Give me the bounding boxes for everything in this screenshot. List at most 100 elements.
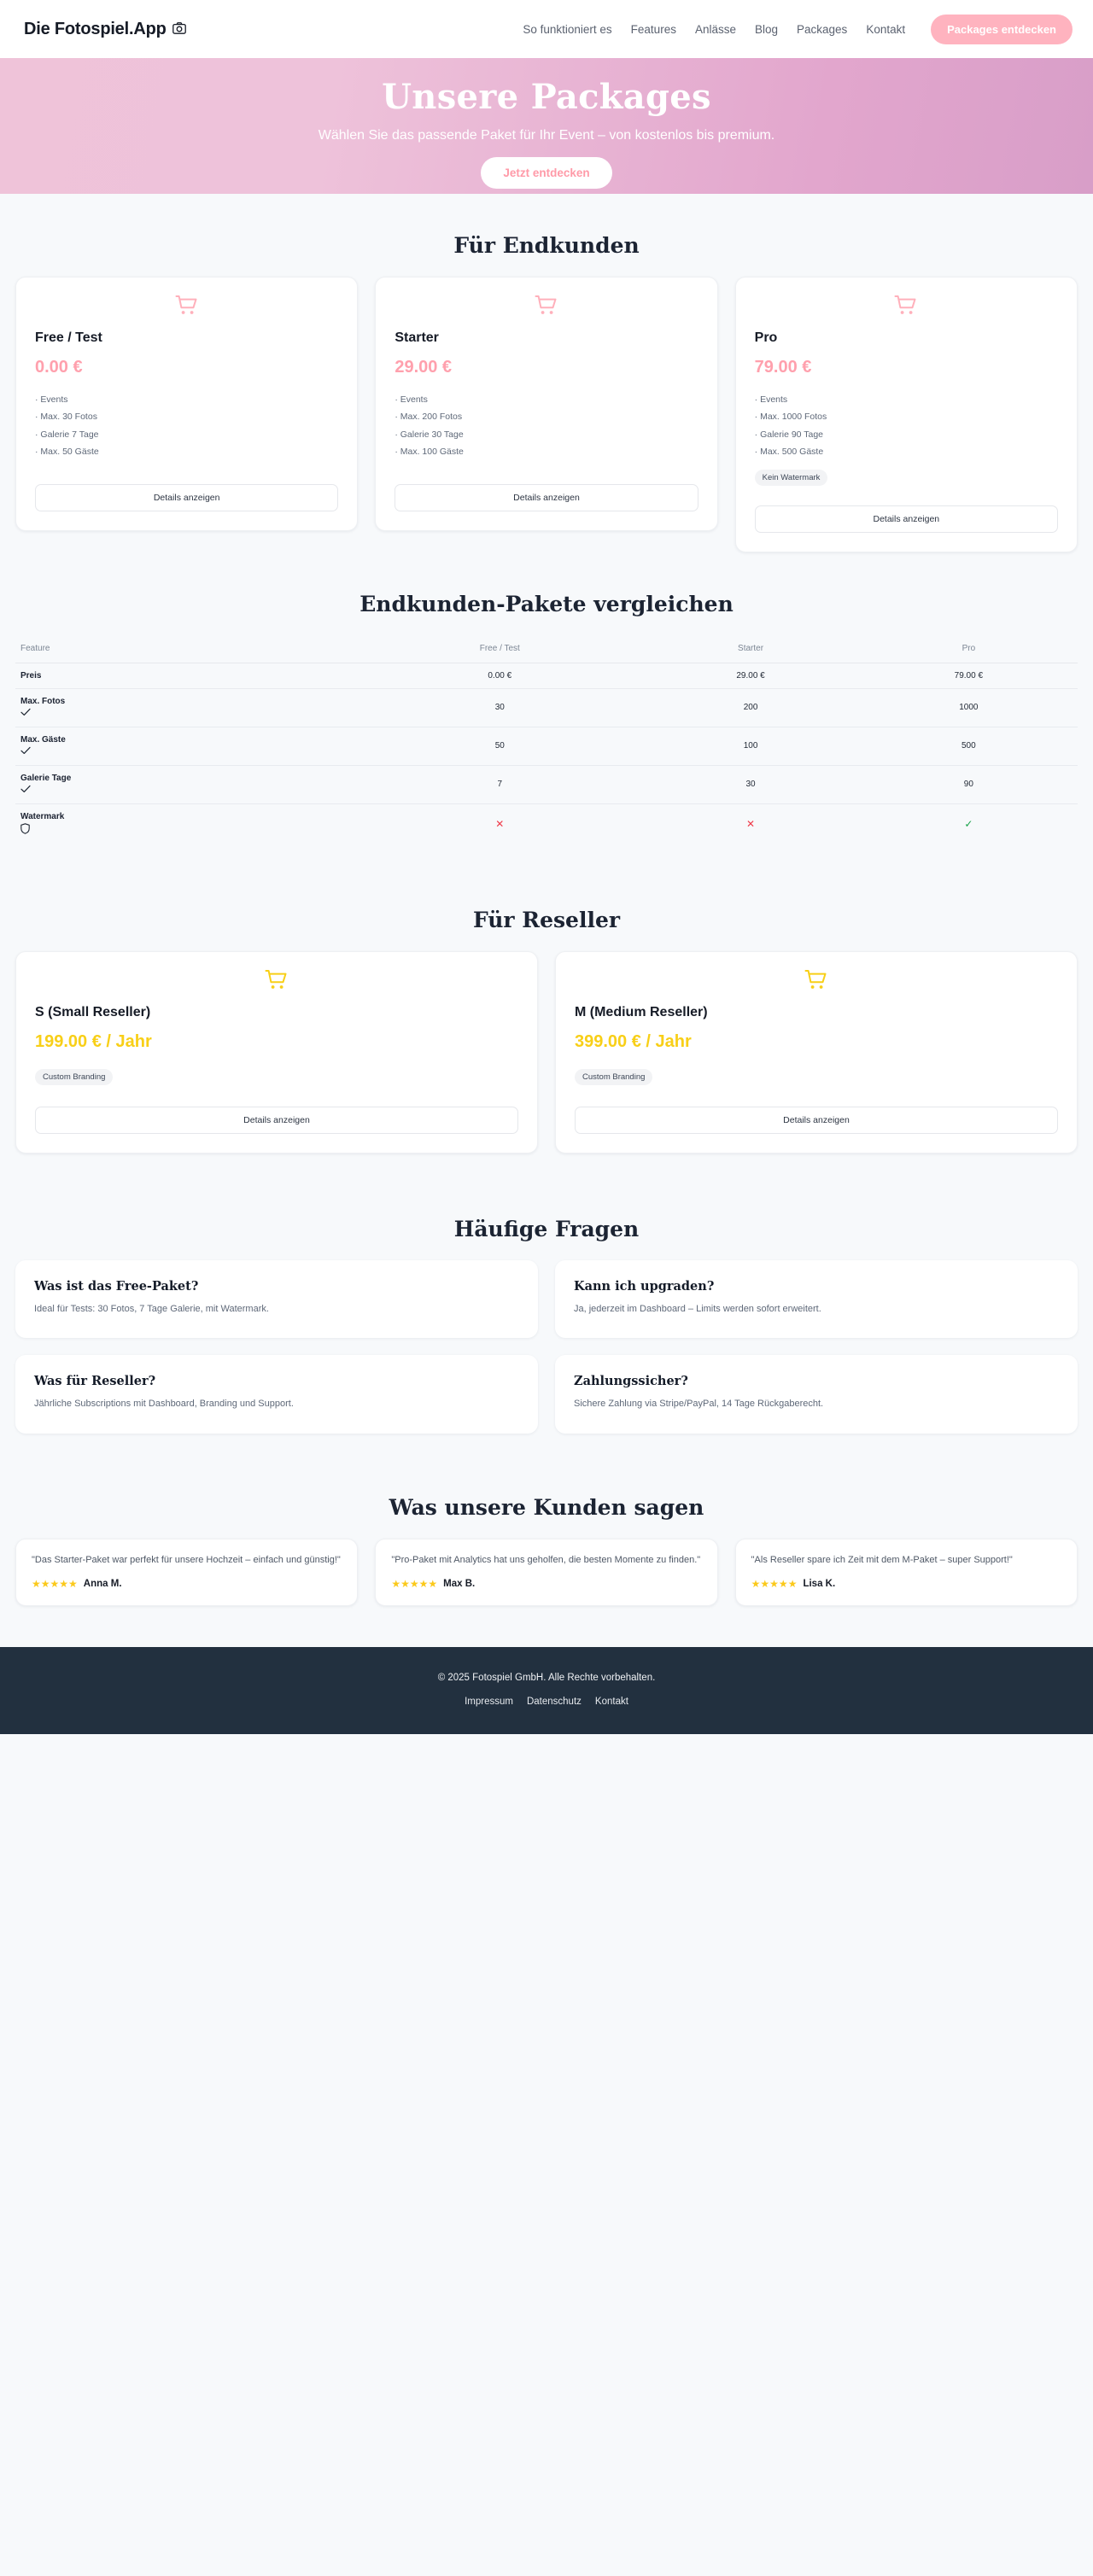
comparison-table-section: Feature Free / Test Starter Pro Preis 0.… [0,634,1093,844]
pricing-card-name: Free / Test [35,330,102,345]
footer-link-kontakt[interactable]: Kontakt [594,1697,628,1708]
faq-question: Was ist das Free-Paket? [34,1278,199,1294]
table-body: Preis 0.00 € 29.00 € 79.00 € Max. Fotos [15,663,1078,844]
pricing-card-features: · Events · Max. 1000 Fotos · Galerie 90 … [755,391,1058,461]
cell-value: 1000 [859,688,1078,727]
row-label-text: Max. Gäste [20,734,66,745]
pricing-card-name: Starter [395,330,439,345]
comparison-table: Feature Free / Test Starter Pro Preis 0.… [15,634,1078,844]
details-anzeigen-button[interactable]: Details anzeigen [35,1106,518,1134]
feature-item: · Max. 100 Gäste [395,447,464,458]
table-row: Preis 0.00 € 29.00 € 79.00 € [15,663,1078,689]
hero-section: Unsere Packages Wählen Sie das passende … [0,58,1093,194]
nav-item-anlaesse[interactable]: Anlässe [694,22,736,36]
nav-item-packages[interactable]: Packages [797,22,848,36]
check-icon [20,785,353,796]
cell-value: 29.00 € [641,663,860,689]
testimonial-text: "Pro-Paket mit Analytics hat uns geholfe… [391,1554,701,1565]
table-row: Galerie Tage 7 30 90 [15,765,1078,804]
reseller-cards-row: S (Small Reseller) 199.00 € / Jahr Custo… [15,950,1078,1154]
table-head: Feature Free / Test Starter Pro [15,634,1078,663]
testimonial-author: Max B. [443,1579,476,1590]
row-label-max-gaeste: Max. Gäste [15,727,359,766]
testimonial-footer: ★★★★★ Anna M. [32,1578,342,1590]
nav-item-blog[interactable]: Blog [754,22,779,36]
faq-question: Was für Reseller? [34,1374,156,1389]
nav-item-kontakt[interactable]: Kontakt [866,22,906,36]
table-row: Max. Fotos 30 200 1000 [15,688,1078,727]
table-header-row: Feature Free / Test Starter Pro [15,634,1078,663]
cell-value: 200 [641,688,860,727]
row-label-max-fotos: Max. Fotos [15,688,359,727]
hero-subtitle: Wählen Sie das passende Paket für Ihr Ev… [318,128,775,143]
testimonials-row: "Das Starter-Paket war perfekt für unser… [15,1538,1078,1607]
jetzt-entdecken-button[interactable]: Jetzt entdecken [481,157,612,190]
pricing-card-name: M (Medium Reseller) [575,1004,708,1019]
feature-item: · Max. 1000 Fotos [754,412,827,423]
pricing-card-small-reseller[interactable]: S (Small Reseller) 199.00 € / Jahr Custo… [15,950,538,1154]
star-rating-icon: ★★★★★ [751,1578,798,1591]
site-header: Die Fotospiel.App So funktioniert es Fea… [0,0,1093,58]
column-header-feature: Feature [15,634,359,663]
reseller-cards-section: S (Small Reseller) 199.00 € / Jahr Custo… [0,950,1093,1154]
nav-item-features[interactable]: Features [630,22,676,36]
endkunden-section-title: Für Endkunden [453,233,640,258]
status-badge: Kein Watermark [754,469,828,486]
packages-entdecken-button[interactable]: Packages entdecken [931,14,1073,44]
cell-value: 50 [358,727,642,766]
footer-link-datenschutz[interactable]: Datenschutz [526,1697,582,1708]
cell-value: ✓ [860,803,1078,844]
details-anzeigen-button[interactable]: Details anzeigen [575,1106,1058,1134]
shopping-cart-icon [575,969,1058,991]
details-anzeigen-button[interactable]: Details anzeigen [35,483,339,511]
footer-link-impressum[interactable]: Impressum [465,1697,513,1708]
faq-item[interactable]: Kann ich upgraden? Ja, jederzeit im Dash… [555,1259,1078,1339]
column-header-pro: Pro [859,634,1078,663]
pricing-card-pro[interactable]: Pro 79.00 € · Events · Max. 1000 Fotos ·… [734,277,1078,552]
testimonial-text: "Als Reseller spare ich Zeit mit dem M-P… [751,1554,1013,1565]
testimonial-card: "Pro-Paket mit Analytics hat uns geholfe… [375,1538,718,1607]
shopping-cart-icon [395,295,698,317]
feature-item: · Events [395,394,428,405]
endkunden-cards-row: Free / Test 0.00 € · Events · Max. 30 Fo… [15,277,1078,552]
testimonial-footer: ★★★★★ Max B. [391,1578,701,1590]
pricing-card-medium-reseller[interactable]: M (Medium Reseller) 399.00 € / Jahr Cust… [555,950,1078,1154]
testimonials-section: "Das Starter-Paket war perfekt für unser… [0,1538,1093,1607]
check-icon [20,708,353,719]
pricing-card-starter[interactable]: Starter 29.00 € · Events · Max. 200 Foto… [375,277,718,531]
feature-item: · Max. 30 Fotos [35,412,97,423]
details-anzeigen-button[interactable]: Details anzeigen [754,505,1058,533]
faq-section: Was ist das Free-Paket? Ideal für Tests:… [0,1259,1093,1434]
row-label-text: Galerie Tage [20,773,72,783]
star-rating-icon: ★★★★★ [32,1578,78,1591]
row-label-preis: Preis [15,663,359,689]
status-badge: Custom Branding [575,1068,653,1085]
nav-item-so-funktioniert-es[interactable]: So funktioniert es [523,22,612,36]
pricing-card-price: 0.00 € [35,358,83,377]
pricing-card-free[interactable]: Free / Test 0.00 € · Events · Max. 30 Fo… [15,277,359,531]
brand-logo[interactable]: Die Fotospiel.App [24,20,186,39]
pricing-card-name: S (Small Reseller) [35,1004,151,1019]
cell-value: 30 [641,765,860,804]
testimonials-section-title: Was unsere Kunden sagen [389,1494,704,1520]
feature-item: · Max. 50 Gäste [35,447,99,458]
shopping-cart-icon [755,295,1058,317]
cross-icon: ✕ [495,818,505,831]
faq-item[interactable]: Was ist das Free-Paket? Ideal für Tests:… [15,1259,538,1339]
site-footer: © 2025 Fotospiel GmbH. Alle Rechte vorbe… [0,1647,1093,1735]
faq-question: Kann ich upgraden? [574,1278,715,1294]
pricing-card-price: 199.00 € / Jahr [35,1031,152,1051]
details-anzeigen-button[interactable]: Details anzeigen [395,483,698,511]
faq-item[interactable]: Zahlungssicher? Sichere Zahlung via Stri… [555,1355,1078,1434]
faq-item[interactable]: Was für Reseller? Jährliche Subscription… [15,1355,538,1434]
testimonial-footer: ★★★★★ Lisa K. [751,1578,1061,1590]
row-label-galerie-tage: Galerie Tage [15,765,359,804]
column-header-starter: Starter [641,634,860,663]
page-root: Die Fotospiel.App So funktioniert es Fea… [0,0,1093,1735]
pricing-card-price: 79.00 € [754,358,812,377]
testimonial-author: Lisa K. [803,1579,836,1590]
pricing-card-price: 29.00 € [395,358,453,377]
testimonial-author: Anna M. [83,1579,122,1590]
feature-item: · Events [754,394,788,405]
feature-item: · Max. 500 Gäste [754,447,824,458]
